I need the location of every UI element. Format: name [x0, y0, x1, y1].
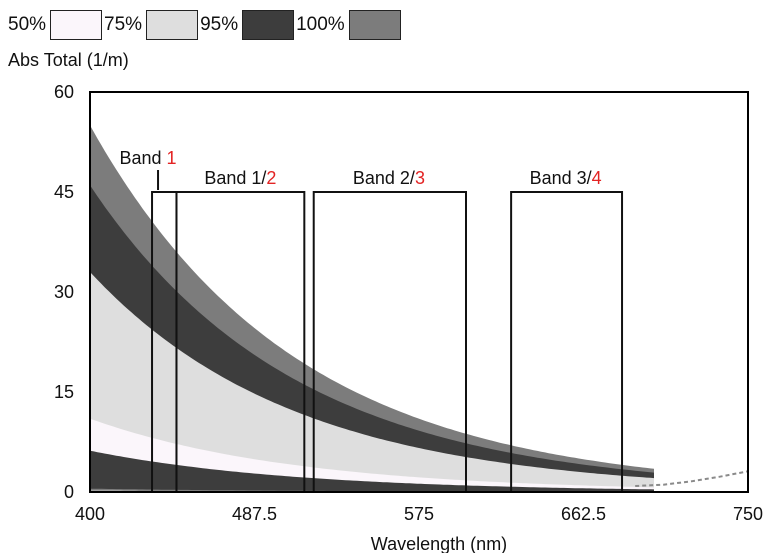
y-axis-title: Abs Total (1/m): [8, 50, 129, 70]
legend-item-95: 95%: [200, 10, 295, 40]
band-label-number: 3: [415, 168, 425, 188]
legend-swatch: [50, 10, 103, 40]
legend-label: 50%: [8, 14, 47, 35]
x-axis-title: Wavelength (nm): [371, 534, 507, 553]
series-areas: [90, 125, 749, 492]
x-tick-label: 750: [733, 504, 763, 524]
band-label-text: Band 3/: [530, 168, 592, 188]
legend-label: 100%: [296, 14, 345, 35]
series-area-low-band: [90, 450, 654, 492]
legend-item-75: 75%: [104, 10, 199, 40]
x-tick-label: 575: [404, 504, 434, 524]
x-tick-label: 400: [75, 504, 105, 524]
series-area-75pct: [90, 272, 654, 492]
band-label-text: Band 1/: [204, 168, 266, 188]
band-label-2: Band 1/2: [204, 168, 276, 188]
legend-item-100: 100%: [296, 10, 401, 40]
band-label-number: 1: [167, 148, 177, 168]
band-box-4: [510, 191, 624, 493]
legend-label: 95%: [200, 14, 239, 35]
x-tick-labels: 400 487.5 575 662.5 750: [75, 504, 763, 524]
plot-frame: [89, 91, 749, 493]
x-tick-label: 662.5: [561, 504, 606, 524]
y-tick-label: 15: [54, 382, 74, 402]
band-label-4: Band 3/4: [530, 168, 602, 188]
legend-swatch: [348, 10, 401, 40]
band-label-number: 4: [592, 168, 602, 188]
series-tail-line: [635, 470, 749, 487]
y-tick-label: 0: [64, 482, 74, 502]
legend-swatch: [146, 10, 199, 40]
band-label-text: Band 2/: [353, 168, 415, 188]
y-tick-label: 45: [54, 182, 74, 202]
x-tick-label: 487.5: [232, 504, 277, 524]
legend-item-50: 50%: [8, 10, 103, 40]
y-tick-label: 30: [54, 282, 74, 302]
band-label-1: Band 1: [120, 148, 177, 168]
band-label-3: Band 2/3: [353, 168, 425, 188]
band-label-text: Band: [120, 148, 167, 168]
legend-swatch: [242, 10, 295, 40]
legend: 50% 75% 95% 100%: [8, 8, 403, 42]
legend-label: 75%: [104, 14, 143, 35]
band-label-number: 2: [266, 168, 276, 188]
y-tick-label: 60: [54, 82, 74, 102]
y-tick-labels: 0 15 30 45 60: [54, 82, 74, 502]
